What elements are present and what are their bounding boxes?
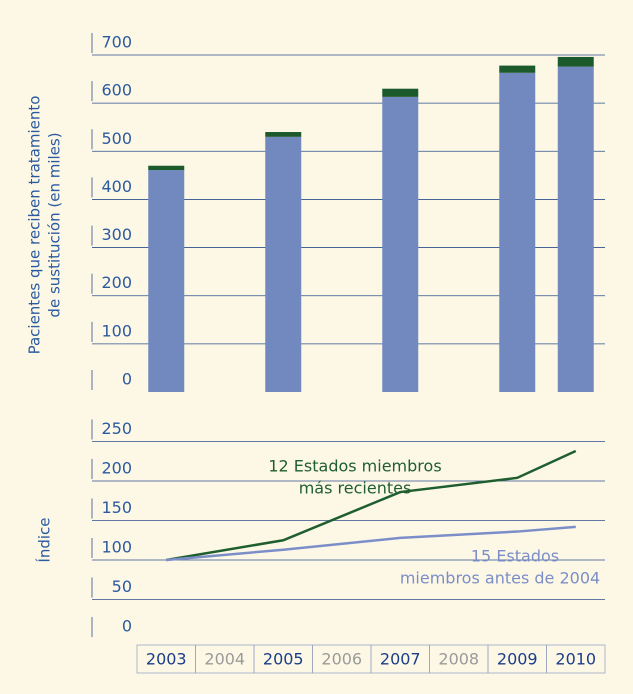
y-tick-label: 400 xyxy=(101,177,132,196)
y-tick-label: 500 xyxy=(101,129,132,148)
bar-segment xyxy=(265,136,302,392)
x-tick-label: 2006 xyxy=(321,650,362,669)
annotation: 15 Estados xyxy=(471,547,559,566)
y-axis-title: de sustitución (en miles) xyxy=(46,132,64,317)
y-tick-label: 300 xyxy=(101,225,132,244)
bar-segment xyxy=(557,56,594,67)
line xyxy=(166,449,577,562)
x-label-box xyxy=(546,644,606,674)
y-tick-label: 250 xyxy=(101,419,132,438)
x-tick-label: 2003 xyxy=(146,650,187,669)
x-tick-label: 2004 xyxy=(204,650,245,669)
x-tick-label: 2008 xyxy=(438,650,479,669)
y-tick-label: 0 xyxy=(122,617,132,636)
line xyxy=(166,525,576,562)
bar-segment xyxy=(382,96,419,393)
bar-segment xyxy=(499,65,536,73)
y-axis-title: Pacientes que reciben tratamiento xyxy=(26,96,44,355)
x-tick-label: 2009 xyxy=(497,650,538,669)
y-tick-label: 100 xyxy=(101,538,132,557)
y-tick-label: 100 xyxy=(101,321,132,340)
bar-segment xyxy=(382,88,419,97)
y-tick-label: 150 xyxy=(101,498,132,517)
y-tick-label: 0 xyxy=(122,370,132,389)
y-tick-label: 600 xyxy=(101,81,132,100)
annotation: 12 Estados miembros xyxy=(268,457,441,476)
bar-segment xyxy=(265,132,302,137)
annotation: miembros antes de 2004 xyxy=(400,569,600,588)
y-tick-label: 700 xyxy=(101,33,132,52)
y-tick-label: 50 xyxy=(112,577,132,596)
annotation: más recientes xyxy=(299,479,412,498)
y-tick-label: 200 xyxy=(101,459,132,478)
bar-segment xyxy=(148,170,185,392)
x-tick-label: 2010 xyxy=(555,650,596,669)
x-tick-label: 2005 xyxy=(263,650,304,669)
x-tick-label: 2007 xyxy=(380,650,421,669)
bar-segment xyxy=(148,165,185,171)
y-tick-label: 200 xyxy=(101,273,132,292)
bar-segment xyxy=(557,66,594,392)
bar-segment xyxy=(499,72,536,392)
y-axis-title: Índice xyxy=(35,517,54,562)
